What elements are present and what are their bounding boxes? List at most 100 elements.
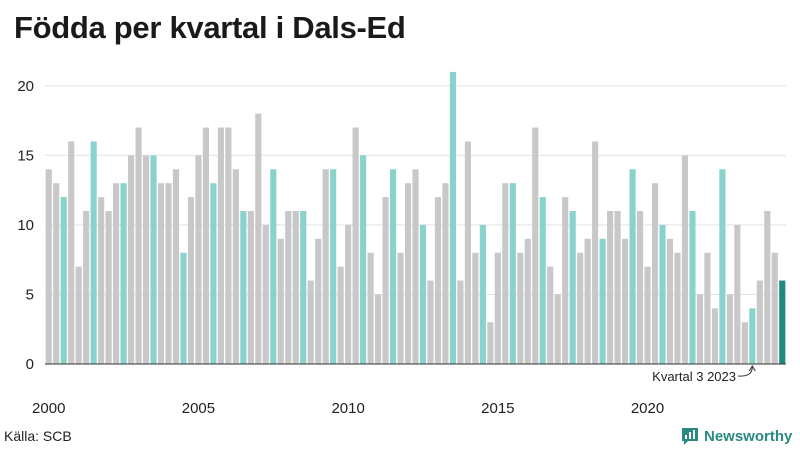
- bar: [442, 183, 449, 364]
- bar: [270, 169, 277, 364]
- bar: [322, 169, 329, 364]
- bar: [300, 211, 307, 364]
- brand-name: Newsworthy: [704, 427, 793, 445]
- bar: [472, 252, 479, 364]
- bar: [614, 211, 621, 364]
- bar: [494, 252, 501, 364]
- bar: [599, 238, 606, 364]
- bar: [75, 266, 82, 364]
- bar: [719, 169, 726, 364]
- bar-chart-icon: [682, 428, 698, 445]
- bar: [375, 294, 382, 364]
- bar: [577, 252, 584, 364]
- bar: [457, 280, 464, 364]
- bar: [247, 211, 254, 364]
- bar: [45, 169, 52, 364]
- y-tick-label: 10: [17, 217, 34, 234]
- bar: [547, 266, 554, 364]
- bar: [277, 238, 284, 364]
- bar: [569, 211, 576, 364]
- bar: [240, 211, 247, 364]
- bar: [60, 197, 67, 364]
- bar: [711, 308, 718, 364]
- bar: [419, 224, 427, 364]
- bar: [195, 155, 202, 364]
- bar: [434, 197, 442, 364]
- bar: [330, 169, 337, 364]
- bar: [644, 266, 651, 364]
- bar: [532, 127, 539, 364]
- x-tick-label: 2010: [331, 400, 364, 417]
- bar: [629, 169, 636, 364]
- bar: [120, 183, 127, 364]
- bar: [292, 211, 299, 364]
- bar: [255, 113, 262, 365]
- x-axis-ticks: 2000 2005 2010 2015 2020: [32, 400, 664, 417]
- bar: [232, 169, 239, 364]
- bar: [696, 294, 703, 364]
- bar: [210, 183, 217, 364]
- bar: [217, 127, 224, 364]
- annotation-arrow: [737, 366, 753, 377]
- bar: [202, 127, 209, 364]
- annotation: Kvartal 3 2023: [652, 365, 756, 384]
- y-tick-label: 5: [26, 286, 34, 303]
- y-tick-label: 15: [17, 147, 34, 164]
- bar: [674, 252, 681, 364]
- bar: [659, 224, 666, 364]
- bar: [262, 224, 269, 364]
- bar: [53, 183, 60, 364]
- bar: [502, 183, 509, 364]
- bar: [741, 322, 748, 364]
- y-axis-ticks: 0 5 10 15 20: [17, 78, 34, 373]
- bar: [180, 252, 187, 364]
- bar: [172, 169, 180, 364]
- y-tick-label: 20: [17, 78, 34, 95]
- bar: [352, 127, 359, 364]
- bar: [764, 211, 771, 364]
- bar: [345, 224, 352, 364]
- source-note: Källa: SCB: [4, 428, 72, 444]
- bar: [142, 155, 150, 364]
- bar: [90, 141, 97, 364]
- bar: [704, 252, 711, 364]
- chart-title: Födda per kvartal i Dals-Ed: [14, 10, 406, 45]
- bar: [651, 183, 659, 364]
- x-tick-label: 2020: [631, 400, 664, 417]
- bar: [689, 211, 696, 364]
- bar: [337, 266, 344, 364]
- bar: [98, 197, 105, 364]
- bar: [150, 155, 157, 364]
- bar: [487, 322, 494, 364]
- bar: [554, 294, 561, 364]
- bar: [734, 224, 741, 364]
- bar: [382, 197, 389, 364]
- bar: [135, 127, 142, 364]
- bar: [779, 280, 786, 364]
- bar: [509, 183, 516, 364]
- annotation-label: Kvartal 3 2023: [652, 369, 736, 384]
- x-tick-label: 2000: [32, 400, 65, 417]
- bar: [562, 197, 569, 364]
- bar: [367, 252, 374, 364]
- bar: [427, 280, 434, 364]
- bar: [157, 183, 165, 364]
- bar: [360, 155, 367, 364]
- bar: [113, 183, 120, 364]
- bar: [756, 280, 763, 364]
- bar: [726, 294, 733, 364]
- bar: [464, 141, 471, 364]
- brand-logo: Newsworthy: [680, 426, 792, 446]
- bar: [83, 211, 90, 364]
- bar: [315, 238, 322, 364]
- bar: [607, 211, 614, 364]
- bar: [622, 238, 629, 364]
- bar: [165, 183, 172, 364]
- bars: [45, 71, 786, 365]
- bar: [666, 238, 674, 364]
- bar: [524, 238, 531, 364]
- bar: [771, 252, 778, 364]
- x-tick-label: 2015: [481, 400, 514, 417]
- bar: [68, 141, 75, 364]
